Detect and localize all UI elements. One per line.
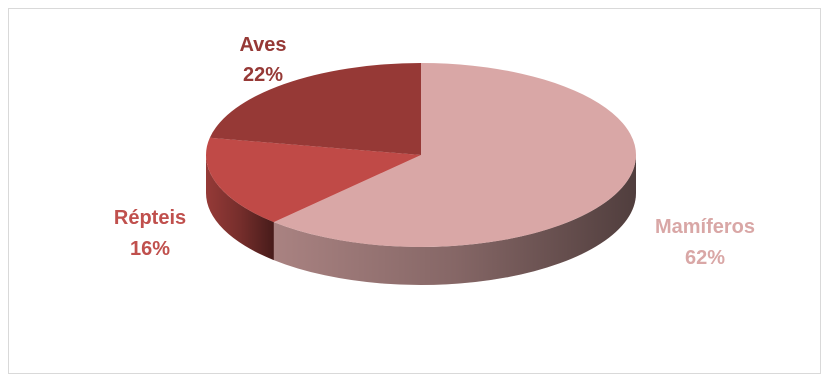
pie-side-shade-repteis bbox=[206, 155, 274, 261]
pie-tops bbox=[206, 63, 637, 247]
slice-percent-mamiferos: 62% bbox=[685, 247, 725, 269]
data-label-mamiferos: Mamíferos 62% bbox=[655, 216, 755, 269]
slice-percent-repteis: 16% bbox=[130, 238, 170, 260]
pie-side-shade-mamiferos bbox=[273, 155, 636, 286]
slice-label-aves: Aves bbox=[239, 34, 286, 56]
pie-sides bbox=[206, 155, 636, 286]
pie-slice-aves[interactable] bbox=[209, 63, 421, 155]
slice-percent-aves: 22% bbox=[243, 64, 283, 86]
data-label-repteis: Répteis 16% bbox=[114, 207, 186, 260]
slice-label-repteis: Répteis bbox=[114, 207, 186, 229]
pie-slice-repteis[interactable] bbox=[206, 137, 421, 223]
slice-label-mamiferos: Mamíferos bbox=[655, 216, 755, 238]
data-label-aves: Aves 22% bbox=[239, 34, 286, 86]
pie-slice-mamiferos[interactable] bbox=[273, 63, 637, 247]
